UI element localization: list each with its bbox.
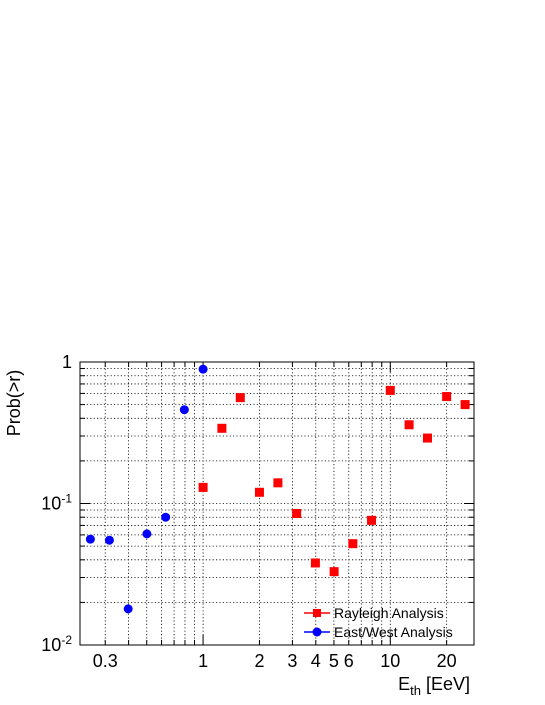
rayleigh-point bbox=[292, 508, 302, 518]
rayleigh-point bbox=[442, 392, 452, 402]
x-axis-title-unit: [EeV] bbox=[421, 674, 470, 694]
rayleigh-point bbox=[422, 433, 432, 443]
legend-label-eastwest: East/West Analysis bbox=[334, 624, 453, 640]
y-tick-label: 10-1 bbox=[41, 492, 72, 514]
rayleigh-point bbox=[198, 482, 208, 492]
rayleigh-point bbox=[367, 515, 377, 525]
rayleigh-point bbox=[404, 420, 414, 430]
east-west-point bbox=[198, 364, 208, 374]
y-tick-label-base: 10 bbox=[41, 494, 61, 514]
x-axis-title: Eth [EeV] bbox=[398, 674, 470, 698]
y-tick-labels: 110-110-2 bbox=[41, 352, 72, 655]
y-tick-label-base: 1 bbox=[62, 352, 72, 372]
east-west-point bbox=[104, 535, 114, 545]
y-tick-label: 10-2 bbox=[41, 633, 72, 655]
east-west-point bbox=[161, 512, 171, 522]
y-tick-label-base: 10 bbox=[41, 635, 61, 655]
x-tick-label: 5 bbox=[329, 651, 339, 671]
x-tick-label: 0.3 bbox=[93, 651, 118, 671]
x-tick-label: 1 bbox=[198, 651, 208, 671]
rayleigh-point bbox=[217, 423, 227, 433]
legend-label-rayleigh: Rayleigh Analysis bbox=[334, 605, 444, 621]
x-tick-label: 2 bbox=[254, 651, 264, 671]
rayleigh-point bbox=[460, 400, 470, 410]
y-axis-title: Prob(>r) bbox=[4, 370, 24, 437]
grid-lines bbox=[80, 362, 474, 646]
east-west-point bbox=[179, 405, 189, 415]
rayleigh-point bbox=[329, 567, 339, 577]
east-west-point bbox=[123, 604, 133, 614]
legend-marker-eastwest bbox=[312, 627, 322, 637]
east-west-point bbox=[85, 534, 95, 544]
x-tick-labels: 0.3 1 2 3 4 5 6 10 20 bbox=[93, 651, 457, 671]
rayleigh-point bbox=[254, 487, 264, 497]
data-points bbox=[85, 364, 470, 614]
rayleigh-point bbox=[385, 385, 395, 395]
x-tick-label: 4 bbox=[311, 651, 321, 671]
rayleigh-point bbox=[273, 478, 283, 488]
legend-marker-rayleigh bbox=[313, 609, 321, 617]
legend: Rayleigh Analysis East/West Analysis bbox=[304, 605, 453, 640]
x-tick-label: 20 bbox=[437, 651, 457, 671]
east-west-point bbox=[142, 529, 152, 539]
x-axis-title-subscript: th bbox=[410, 683, 421, 698]
y-tick-label-exponent: -2 bbox=[61, 633, 72, 647]
rayleigh-point bbox=[310, 558, 320, 568]
y-tick-label-exponent: -1 bbox=[61, 492, 72, 506]
x-axis-title-main: E bbox=[398, 674, 410, 694]
x-tick-label: 10 bbox=[380, 651, 400, 671]
plot-frame bbox=[79, 361, 475, 646]
axis-ticks bbox=[80, 362, 474, 646]
x-tick-label: 6 bbox=[344, 651, 354, 671]
y-tick-label: 1 bbox=[62, 352, 72, 372]
x-tick-label: 3 bbox=[287, 651, 297, 671]
rayleigh-point bbox=[348, 539, 358, 549]
rayleigh-point bbox=[235, 393, 245, 403]
